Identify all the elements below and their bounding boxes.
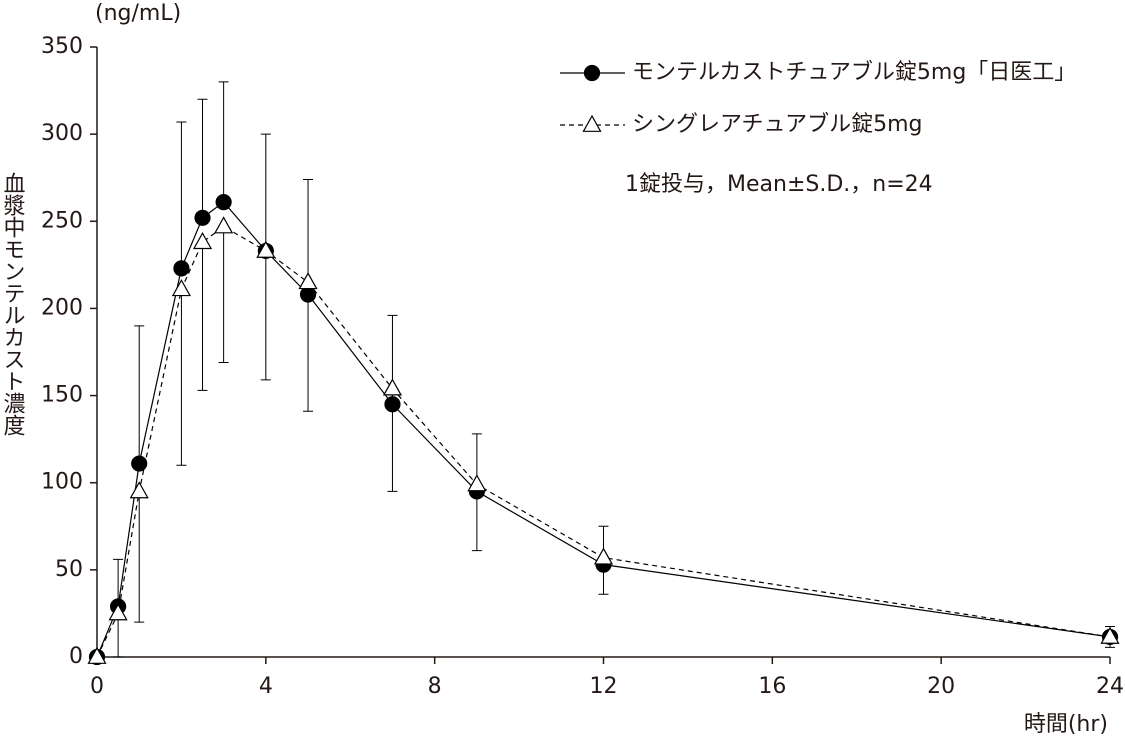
error-bar: [176, 289, 187, 466]
y-tick-label: 100: [41, 470, 83, 495]
error-bar: [218, 226, 229, 363]
y-tick-label: 350: [41, 34, 83, 59]
series-line: [96, 201, 1111, 658]
data-point: [256, 240, 276, 258]
data-point: [214, 216, 234, 234]
error-bar: [134, 325, 145, 464]
data-point: [215, 194, 232, 211]
data-point: [87, 646, 107, 664]
data-point: [171, 279, 191, 297]
y-tick-label: 0: [69, 644, 83, 669]
y-unit: (ng/mL): [95, 1, 181, 26]
x-tick-label: 24: [1096, 674, 1124, 699]
data-point: [131, 455, 148, 472]
x-tick-label: 16: [758, 674, 786, 699]
data-point: [108, 603, 128, 621]
error-bar: [260, 250, 271, 381]
error-bar: [197, 98, 208, 218]
x-tick-label: 0: [90, 674, 104, 699]
error-bar: [176, 121, 187, 269]
error-bar: [260, 133, 271, 251]
data-point: [194, 209, 211, 226]
x-tick-label: 12: [590, 674, 618, 699]
data-point: [384, 396, 401, 413]
y-tick-label: 50: [55, 557, 83, 582]
y-tick-label: 150: [41, 383, 83, 408]
legend-marker: [583, 64, 601, 82]
x-tick-label: 4: [259, 674, 273, 699]
legend-label: モンテルカストチュアブル錠5mg「日医工」: [632, 60, 1076, 85]
y-tick-label: 250: [41, 208, 83, 233]
x-axis-label: 時間(hr): [1024, 712, 1108, 737]
y-tick-label: 200: [41, 295, 83, 320]
y-tick-label: 300: [41, 121, 83, 146]
error-bar: [134, 491, 145, 623]
data-point: [467, 474, 487, 492]
data-point: [129, 481, 149, 499]
data-point: [1100, 626, 1120, 644]
data-point: [298, 272, 318, 290]
data-point: [593, 547, 614, 565]
error-bar: [113, 613, 124, 658]
error-bar: [218, 81, 229, 203]
error-bar: [303, 282, 314, 412]
y-axis-label: 血漿中モンテルカスト濃度: [0, 172, 26, 436]
annotation: 1錠投与，Mean±S.D.，n=24: [625, 172, 933, 197]
data-point: [299, 286, 317, 303]
data-point: [382, 378, 403, 396]
series-line: [96, 225, 1111, 658]
data-point: [192, 231, 213, 250]
x-tick-label: 20: [927, 674, 955, 699]
legend-label: シングレアチュアブル錠5mg: [632, 112, 923, 137]
legend-marker: [582, 114, 602, 132]
error-bar: [197, 242, 208, 391]
data-point: [173, 260, 190, 277]
x-tick-label: 8: [428, 674, 442, 699]
